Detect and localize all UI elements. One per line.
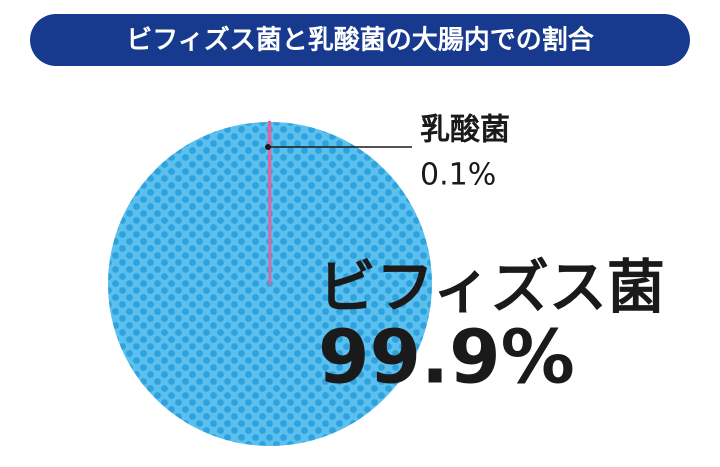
slice-label: 乳酸菌 [420, 113, 510, 148]
leader-dot [265, 144, 271, 150]
pie [107, 120, 432, 447]
pie-slice [267, 120, 272, 286]
slice-label: ビフィズス菌 [318, 253, 665, 321]
chart-title: ビフィズス菌と乳酸菌の大腸内での割合 [126, 25, 594, 56]
slice-value-label: 0.1% [420, 158, 496, 193]
slice-value-label: 99.9% [318, 315, 575, 401]
title-banner [30, 14, 690, 66]
